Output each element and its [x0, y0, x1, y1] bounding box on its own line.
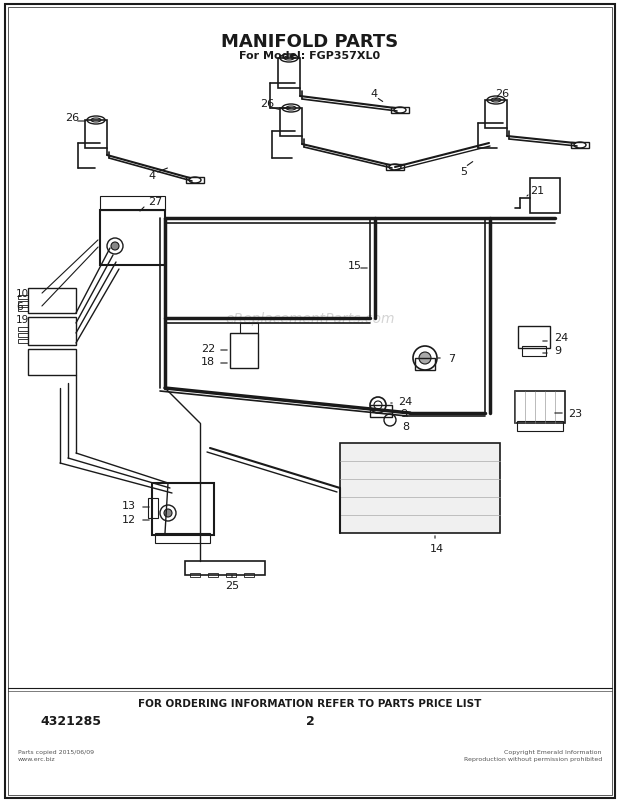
Text: 9: 9	[554, 345, 561, 356]
Bar	[100, 210, 165, 266]
Text: 23: 23	[568, 409, 582, 418]
Text: 6: 6	[16, 302, 22, 312]
Bar	[208, 573, 218, 577]
Bar	[240, 324, 258, 333]
Text: 8: 8	[402, 422, 409, 431]
Text: 13: 13	[122, 500, 136, 511]
Bar	[515, 392, 565, 423]
Bar	[28, 318, 76, 345]
Text: 26: 26	[260, 99, 274, 109]
Text: FOR ORDERING INFORMATION REFER TO PARTS PRICE LIST: FOR ORDERING INFORMATION REFER TO PARTS …	[138, 698, 482, 708]
Bar	[18, 302, 28, 306]
Bar	[148, 499, 158, 519]
Bar	[85, 120, 107, 149]
Text: MANIFOLD PARTS: MANIFOLD PARTS	[221, 33, 399, 51]
Bar	[386, 165, 404, 171]
Text: 24: 24	[398, 397, 412, 406]
Text: Copyright Emerald Information
Reproduction without permission prohibited: Copyright Emerald Information Reproducti…	[464, 749, 602, 761]
Text: 15: 15	[348, 261, 362, 271]
Bar	[391, 108, 409, 114]
Bar	[28, 288, 76, 314]
Text: 27: 27	[148, 197, 162, 206]
Bar	[370, 406, 392, 418]
Text: 7: 7	[448, 353, 455, 364]
Bar	[530, 179, 560, 214]
Text: 24: 24	[554, 332, 569, 343]
Text: For Model: FGP357XL0: For Model: FGP357XL0	[239, 51, 381, 61]
Bar	[485, 101, 507, 128]
Bar	[18, 308, 28, 312]
Text: 4: 4	[148, 171, 155, 181]
Bar	[18, 340, 28, 344]
Bar	[278, 59, 300, 89]
Bar	[152, 483, 214, 536]
Text: 9: 9	[400, 409, 407, 418]
Bar	[280, 109, 302, 137]
Bar	[517, 422, 563, 431]
Bar	[190, 573, 200, 577]
Text: 19: 19	[16, 315, 29, 324]
Bar	[518, 327, 550, 349]
Text: 18: 18	[201, 357, 215, 366]
Circle shape	[164, 509, 172, 517]
Bar	[18, 296, 28, 300]
Circle shape	[419, 353, 431, 365]
Text: 22: 22	[201, 344, 215, 353]
Text: 10: 10	[16, 288, 29, 299]
Bar	[28, 349, 76, 376]
Text: eReplacementParts.com: eReplacementParts.com	[225, 312, 395, 325]
Bar	[100, 197, 165, 210]
Bar	[415, 359, 435, 370]
Text: 21: 21	[530, 185, 544, 196]
Text: 12: 12	[122, 515, 136, 524]
Bar	[18, 333, 28, 337]
Bar	[226, 573, 236, 577]
Bar	[186, 177, 204, 184]
Bar	[340, 443, 500, 533]
Bar	[185, 561, 265, 575]
Bar	[155, 533, 210, 544]
Bar	[522, 347, 546, 357]
Bar	[244, 573, 254, 577]
Bar	[18, 328, 28, 332]
Circle shape	[111, 243, 119, 251]
Text: 4: 4	[370, 89, 377, 99]
Text: 25: 25	[225, 581, 239, 590]
Text: 14: 14	[430, 544, 444, 553]
Bar	[571, 143, 589, 149]
Text: 26: 26	[65, 113, 79, 123]
Text: Parts copied 2015/06/09
www.erc.biz: Parts copied 2015/06/09 www.erc.biz	[18, 749, 94, 761]
Text: 26: 26	[495, 89, 509, 99]
Text: 5: 5	[460, 167, 467, 177]
Bar	[230, 333, 258, 369]
Text: 2: 2	[306, 715, 314, 728]
Text: 4321285: 4321285	[40, 715, 101, 728]
